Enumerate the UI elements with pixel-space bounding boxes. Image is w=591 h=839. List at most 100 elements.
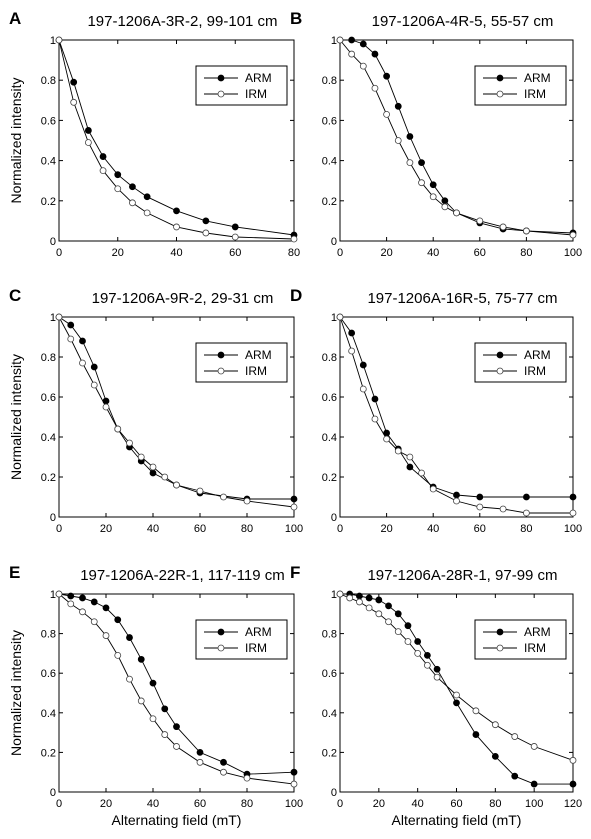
panel-e: E 197-1206A-22R-1, 117-119 cm0 20 40 60 80 100…	[8, 563, 303, 828]
data-point-irm	[243, 497, 251, 505]
data-point-irm	[453, 497, 460, 505]
data-point-irm	[290, 503, 298, 511]
y-tick-label: 0.2	[41, 747, 56, 759]
x-tick-label: 80	[241, 798, 253, 810]
data-point-arm	[569, 780, 577, 788]
data-point-irm	[90, 618, 98, 626]
data-point-irm	[433, 673, 441, 681]
data-point-irm	[220, 768, 227, 776]
x-tick-label: 80	[288, 247, 300, 259]
data-point-irm	[196, 758, 204, 766]
y-tick-label: 0	[331, 787, 337, 799]
y-tick-label: 1	[50, 312, 56, 324]
y-axis-title: Normalized intensity	[8, 630, 24, 756]
data-point-arm	[70, 78, 78, 86]
panel-letter: F	[290, 563, 300, 582]
y-tick-label: 0.6	[322, 392, 337, 404]
data-point-irm	[394, 447, 402, 455]
x-tick-label: 100	[564, 523, 582, 535]
data-point-irm	[173, 481, 180, 489]
panel-d: D 197-1206A-16R-5, 75-77 cm 0 20 40 60 80 100 0 0…	[290, 286, 582, 535]
panel-title: 197-1206A-28R-1, 97-99 cm	[367, 567, 557, 584]
y-tick-label: 0	[331, 236, 337, 248]
data-point-irm	[359, 62, 367, 70]
data-point-arm	[406, 463, 414, 471]
data-point-irm	[429, 485, 437, 493]
data-point-arm	[90, 598, 98, 606]
x-tick-label: 100	[525, 798, 543, 810]
data-point-irm	[429, 193, 437, 201]
y-tick-label: 0.4	[41, 708, 56, 720]
data-point-irm	[404, 638, 412, 645]
y-tick-label: 1	[331, 589, 337, 601]
data-point-irm	[348, 50, 356, 58]
panel-title: 197-1206A-4R-5, 55-57 cm	[372, 13, 554, 30]
legend-label-irm: IRM	[245, 364, 267, 378]
y-tick-label: 0.4	[322, 708, 337, 720]
data-point-irm	[423, 661, 431, 669]
y-tick-label: 0.6	[41, 392, 56, 404]
data-point-arm	[348, 36, 356, 44]
data-point-irm	[102, 632, 110, 639]
data-point-irm	[453, 691, 460, 699]
legend-label-arm: ARM	[524, 625, 551, 639]
data-point-arm	[84, 127, 92, 134]
data-point-arm	[161, 705, 169, 713]
x-tick-label: 60	[194, 798, 206, 810]
data-point-irm	[491, 721, 499, 729]
x-tick-label: 80	[241, 523, 253, 535]
legend-marker-irm	[496, 367, 504, 375]
legend-label-irm: IRM	[524, 87, 546, 101]
data-point-irm	[375, 610, 383, 618]
data-point-irm	[418, 179, 425, 187]
x-tick-label: 60	[229, 247, 241, 259]
x-tick-label: 40	[427, 523, 439, 535]
data-point-arm	[173, 723, 180, 731]
legend-marker-arm	[496, 351, 504, 359]
data-point-arm	[453, 491, 460, 499]
panel-title: 197-1206A-3R-2, 99-101 cm	[87, 13, 277, 30]
legend-label-arm: ARM	[245, 348, 272, 362]
data-point-arm	[441, 197, 449, 205]
panel-letter: B	[290, 9, 302, 28]
plot-frame	[58, 316, 295, 518]
y-tick-label: 1	[50, 35, 56, 47]
data-point-irm	[569, 509, 577, 517]
y-tick-label: 0.6	[41, 115, 56, 127]
x-tick-label: 40	[147, 523, 159, 535]
y-tick-label: 0.4	[41, 432, 56, 444]
data-point-irm	[67, 335, 75, 343]
data-point-irm	[499, 505, 507, 513]
data-point-irm	[359, 385, 367, 393]
data-point-irm	[161, 731, 169, 738]
data-point-irm	[114, 185, 122, 193]
y-tick-label: 0.8	[41, 352, 56, 364]
panel-b: B 197-1206A-4R-5, 55-57 cm 0 20 40 60 80 100 0 0.…	[290, 9, 582, 259]
data-point-arm	[394, 102, 402, 110]
data-point-arm	[530, 780, 538, 788]
data-point-irm	[406, 453, 414, 461]
y-tick-label: 0.8	[41, 75, 56, 87]
x-tick-label: 60	[474, 523, 486, 535]
legend-marker-arm	[496, 628, 504, 636]
data-point-irm	[202, 229, 210, 237]
data-point-arm	[290, 495, 298, 503]
data-point-irm	[499, 223, 507, 231]
data-point-arm	[418, 159, 425, 167]
data-point-arm	[102, 604, 110, 612]
data-point-arm	[433, 665, 441, 673]
data-point-arm	[220, 758, 227, 766]
x-tick-label: 60	[194, 523, 206, 535]
data-point-arm	[423, 651, 431, 659]
y-tick-label: 0.6	[322, 668, 337, 680]
plot-frame	[339, 316, 574, 518]
panel-title: 197-1206A-22R-1, 117-119 cm	[80, 567, 285, 584]
panel-letter: C	[9, 286, 21, 305]
y-axis-title: Normalized intensity	[8, 354, 24, 480]
data-point-irm	[231, 233, 239, 241]
data-point-arm	[348, 329, 356, 337]
x-tick-label: 80	[520, 523, 532, 535]
data-point-irm	[476, 503, 484, 511]
legend-box	[474, 65, 567, 106]
x-tick-label: 0	[56, 523, 62, 535]
